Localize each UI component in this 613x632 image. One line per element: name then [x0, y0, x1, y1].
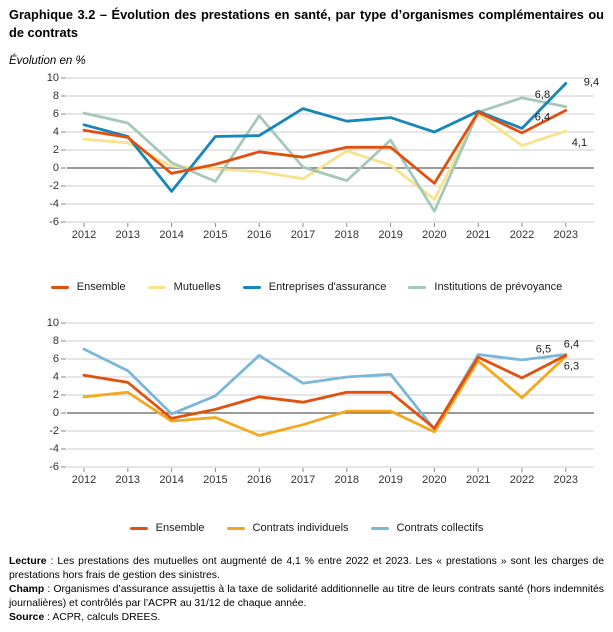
legend-item-ensemble: Ensemble	[129, 522, 205, 535]
legend-label: Contrats individuels	[252, 522, 349, 535]
x-tick-label: 2014	[159, 474, 183, 486]
x-tick-label: 2023	[554, 474, 578, 486]
x-tick-label: 2021	[466, 229, 490, 241]
y-tick-label: -4	[49, 198, 59, 210]
footer-source-text: : ACPR, calculs DREES.	[44, 612, 161, 624]
legend-label: Entreprises d'assurance	[268, 281, 387, 294]
x-tick-label: 2016	[247, 229, 271, 241]
chart-top: 10 8 6 4 2 0 -2 -4 -6 2012 2013 2014 2015 2016 2017 201…	[47, 72, 599, 241]
x-tick-label: 2023	[554, 229, 578, 241]
data-label: 6,8	[535, 89, 550, 101]
x-tick-label: 2018	[335, 474, 359, 486]
footer-champ-label: Champ	[9, 584, 45, 596]
x-tick-label: 2015	[203, 229, 227, 241]
page-title: Graphique 3.2 – Évolution des prestation…	[9, 7, 604, 40]
data-label: 6,4	[535, 112, 550, 124]
data-label: 6,3	[564, 361, 579, 373]
chart-unit-label: Évolution en %	[9, 55, 86, 68]
series-line-contrats-individuels	[82, 355, 568, 438]
legend-item-contrats-individuels: Contrats individuels	[226, 522, 349, 535]
x-tick-label: 2022	[510, 229, 534, 241]
x-tick-label: 2014	[159, 229, 183, 241]
y-tick-label: -6	[49, 216, 59, 228]
series-line-institutions-de-pr-voyance	[82, 96, 568, 213]
x-tick-label: 2019	[378, 229, 402, 241]
legend-item-institutions-de-pr-voyance: Institutions de prévoyance	[408, 281, 562, 293]
footer-lecture: Lecture : Les prestations des mutuelles …	[9, 555, 604, 583]
series-line-ensemble	[82, 354, 568, 431]
y-tick-label: 10	[47, 72, 59, 84]
y-tick-label: 2	[53, 144, 59, 156]
footer-source: Source : ACPR, calculs DREES.	[9, 611, 604, 625]
y-tick-label: 6	[53, 108, 59, 120]
x-tick-label: 2018	[335, 229, 359, 241]
series-line-contrats-collectifs	[82, 348, 568, 431]
x-tick-label: 2016	[247, 474, 271, 486]
legend-swatch	[226, 526, 245, 531]
legend-swatch	[50, 285, 69, 290]
legend-top: Ensemble Mutuelles Entreprises d'assurance…	[9, 281, 604, 293]
footer-source-label: Source	[9, 612, 45, 624]
x-tick-label: 2020	[422, 229, 446, 241]
legend-label: Ensemble	[155, 522, 205, 535]
x-tick-label: 2019	[378, 474, 402, 486]
chart-bottom: 10 8 6 4 2 0 -2 -4 -6 2012 2013 2014 2015 2016 2017 201…	[47, 317, 594, 486]
legend-item-mutuelles: Mutuelles	[147, 281, 221, 294]
y-tick-label: 10	[47, 317, 59, 329]
legend-swatch	[242, 285, 261, 290]
x-tick-label: 2017	[291, 229, 315, 241]
x-tick-label: 2015	[203, 474, 227, 486]
legend-label: Ensemble	[76, 281, 126, 294]
x-tick-label: 2020	[422, 474, 446, 486]
legend-item-entreprises-d-assurance: Entreprises d'assurance	[242, 281, 387, 294]
footer-champ: Champ : Organismes d’assurance assujetti…	[9, 583, 604, 611]
y-tick-label: 0	[53, 407, 59, 419]
x-tick-label: 2022	[510, 474, 534, 486]
legend-swatch	[129, 526, 148, 531]
y-tick-label: 4	[53, 126, 59, 138]
y-tick-label: 8	[53, 335, 59, 347]
y-tick-label: -2	[49, 425, 59, 437]
x-tick-label: 2012	[72, 229, 96, 241]
legend-swatch	[370, 526, 389, 531]
legend-label: Contrats collectifs	[396, 522, 484, 535]
y-tick-label: 0	[53, 162, 59, 174]
legend-item-contrats-collectifs: Contrats collectifs	[370, 522, 484, 535]
data-label: 6,5	[536, 344, 551, 356]
x-tick-label: 2012	[72, 474, 96, 486]
y-tick-label: 6	[53, 353, 59, 365]
footer-notes: Lecture : Les prestations des mutuelles …	[9, 555, 604, 625]
x-tick-label: 2013	[116, 229, 140, 241]
y-tick-label: -2	[49, 180, 59, 192]
y-tick-label: -4	[49, 443, 59, 455]
x-tick-label: 2021	[466, 474, 490, 486]
footer-lecture-label: Lecture	[9, 556, 47, 568]
legend-bottom: Ensemble Contrats individuels Contrats col…	[9, 522, 604, 534]
x-tick-label: 2017	[291, 474, 315, 486]
series-line-ensemble	[82, 109, 568, 186]
legend-swatch	[147, 285, 166, 290]
legend-label: Mutuelles	[173, 281, 221, 294]
legend-label: Institutions de prévoyance	[434, 281, 563, 294]
y-tick-label: -6	[49, 461, 59, 473]
footer-champ-text: : Organismes d’assurance assujettis à la…	[9, 584, 604, 610]
y-tick-label: 8	[53, 90, 59, 102]
legend-swatch	[408, 285, 427, 290]
legend-item-ensemble: Ensemble	[50, 281, 126, 294]
x-tick-label: 2013	[116, 474, 140, 486]
data-label: 9,4	[584, 77, 599, 89]
data-label: 6,4	[564, 339, 579, 351]
series-line-mutuelles	[82, 112, 568, 202]
footer-lecture-text: : Les prestations des mutuelles ont augm…	[9, 556, 604, 582]
data-label: 4,1	[572, 137, 587, 149]
y-tick-label: 4	[53, 371, 59, 383]
y-tick-label: 2	[53, 389, 59, 401]
